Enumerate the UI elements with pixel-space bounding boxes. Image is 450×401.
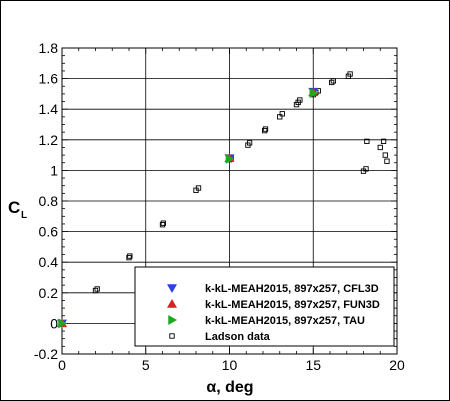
data-point <box>225 153 235 164</box>
data-point-ladson <box>262 127 268 134</box>
y-axis-label: C L <box>8 198 27 221</box>
y-tick-label: 0.2 <box>39 285 59 301</box>
legend-label: k-kL-MEAH2015, 897x257, TAU <box>205 315 365 327</box>
data-point-ladson <box>92 287 99 294</box>
plot-border <box>61 47 398 355</box>
legend: k-kL-MEAH2015, 897x257, CFL3D k-kL-MEAH20… <box>134 266 395 347</box>
y-axis-label-subscript: L <box>21 210 27 221</box>
data-point-ladson <box>160 220 166 226</box>
y-tick-label: 1.4 <box>39 101 59 117</box>
y-axis-label-main: C <box>8 198 20 217</box>
series-3 <box>58 71 390 327</box>
data-point-ladson <box>380 138 387 144</box>
data-point-ladson <box>377 144 383 151</box>
data-point-ladson <box>94 286 100 292</box>
data-point-ladson <box>279 111 285 117</box>
data-point-ladson <box>364 138 370 144</box>
data-point-ladson <box>330 78 336 84</box>
data-point-ladson <box>384 158 390 164</box>
data-point-ladson <box>329 79 335 86</box>
y-tick-label: 1.2 <box>39 132 59 148</box>
data-point <box>58 318 67 329</box>
data-point-ladson <box>127 253 133 259</box>
data-point-ladson <box>246 140 253 146</box>
legend-label: Ladson data <box>205 331 271 343</box>
y-tick-label: 0.4 <box>39 254 59 270</box>
data-point-ladson <box>159 222 166 228</box>
legend-marker <box>169 333 175 339</box>
legend-label: k-kL-MEAH2015, 897x257, FUN3D <box>205 299 380 311</box>
x-axis-label: α, deg <box>206 379 253 396</box>
series-2 <box>58 88 319 329</box>
data-point-ladson <box>363 166 369 172</box>
x-tick-label: 15 <box>305 357 321 373</box>
legend-marker <box>167 299 177 308</box>
y-tick-label: 1.8 <box>39 40 59 56</box>
legend-box <box>134 266 395 347</box>
data-series <box>57 71 390 329</box>
data-point-ladson <box>382 152 388 158</box>
x-tick-label: 20 <box>389 357 405 373</box>
x-tick-label: 5 <box>142 357 150 373</box>
y-tick-label: -0.2 <box>34 346 58 362</box>
data-point-ladson <box>297 97 303 103</box>
data-point-ladson <box>126 254 132 261</box>
legend-marker <box>168 315 177 325</box>
y-tick-label: 1.6 <box>39 71 59 87</box>
x-tick-label: 0 <box>58 357 66 373</box>
y-tick-label: 0 <box>50 315 58 331</box>
legend-items: k-kL-MEAH2015, 897x257, CFL3D k-kL-MEAH20… <box>167 283 380 343</box>
data-point-ladson <box>347 71 353 77</box>
y-tick-label: 0.8 <box>39 193 59 209</box>
data-point-ladson <box>262 126 269 132</box>
y-tick-label: 0.6 <box>39 224 59 240</box>
legend-marker <box>167 284 177 293</box>
data-point <box>309 88 319 99</box>
legend-label: k-kL-MEAH2015, 897x257, CFL3D <box>205 283 379 295</box>
data-point-ladson <box>195 185 202 191</box>
y-tick-label: 1 <box>50 162 58 178</box>
x-tick-label: 10 <box>222 357 238 373</box>
